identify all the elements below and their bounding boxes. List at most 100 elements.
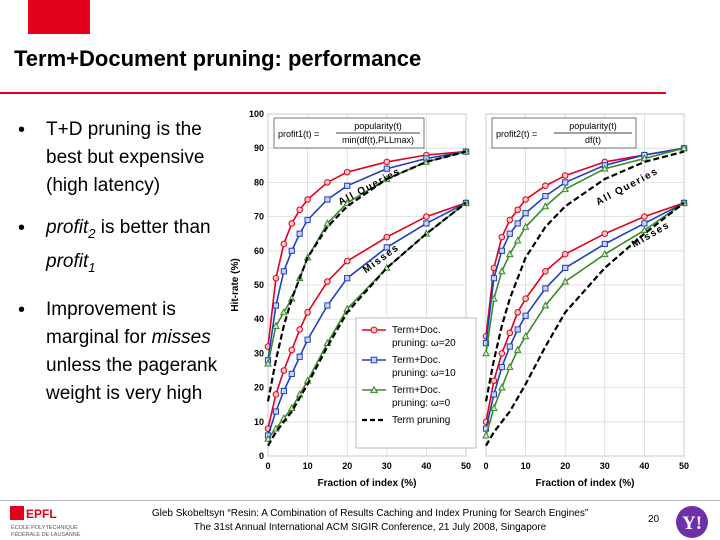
- data-point: [343, 257, 351, 265]
- data-point: [541, 202, 550, 210]
- data-point: [498, 383, 506, 391]
- x-tick-label: 10: [521, 461, 531, 471]
- formula-denominator: min(df(t),PLLmax): [342, 135, 414, 145]
- data-point: [521, 222, 530, 230]
- bullet-item: • T+D pruning is the best but expensive (…: [14, 116, 226, 200]
- bullet-item: • profit2 is better than profit1: [14, 214, 226, 282]
- data-point: [542, 182, 549, 190]
- yahoo-logo: Y!: [676, 506, 708, 538]
- data-point: [280, 268, 287, 275]
- data-point: [601, 240, 608, 248]
- x-tick-label: 30: [600, 461, 610, 471]
- bullet-text: T+D pruning is the best but expensive (h…: [46, 119, 205, 196]
- bullet-text: is better than: [95, 217, 211, 238]
- data-point: [288, 346, 296, 354]
- y-tick-label: 50: [254, 280, 264, 290]
- epfl-logo-sub2: FÉDÉRALE DE LAUSANNE: [11, 531, 81, 538]
- footer-line-1: Gleb Skobeltsyn “Resin: A Combination of…: [151, 508, 589, 519]
- y-tick-label: 40: [254, 314, 264, 324]
- y-tick-label: 20: [254, 383, 264, 393]
- data-point: [514, 309, 521, 316]
- data-point: [324, 179, 331, 186]
- legend-label: Term+Doc.: [392, 355, 441, 366]
- x-tick-label: 20: [560, 461, 570, 471]
- data-point: [561, 250, 569, 258]
- data-point: [264, 434, 272, 442]
- bullet-dot: •: [18, 119, 26, 141]
- y-tick-label: 70: [254, 212, 264, 222]
- y-tick-label: 80: [254, 177, 264, 187]
- x-tick-label: 20: [342, 461, 352, 471]
- data-point: [561, 184, 570, 193]
- bullet-text: 2: [88, 225, 96, 241]
- epfl-logo-sub1: ÉCOLE POLYTECHNIQUE: [11, 524, 78, 531]
- data-point: [542, 268, 549, 275]
- data-point: [514, 220, 521, 227]
- data-point: [490, 294, 498, 302]
- data-point: [343, 198, 352, 206]
- y-tick-label: 90: [254, 143, 264, 153]
- x-tick-label: 50: [679, 461, 689, 471]
- data-point: [542, 285, 549, 292]
- legend-label: pruning: ω=0: [392, 398, 451, 409]
- data-point: [562, 179, 569, 186]
- x-tick-label: 40: [421, 461, 431, 471]
- data-point: [323, 219, 332, 227]
- y-axis-label: Hit-rate (%): [230, 258, 241, 311]
- yahoo-logo-text: Y!: [682, 513, 702, 534]
- x-tick-label: 10: [303, 461, 313, 471]
- y-tick-label: 60: [254, 246, 264, 256]
- footer-line-2: The 31st Annual International ACM SIGIR …: [193, 522, 547, 533]
- data-point: [498, 247, 505, 254]
- data-point: [506, 216, 514, 224]
- page-number: 20: [648, 514, 660, 525]
- data-point: [344, 275, 351, 282]
- data-point: [383, 244, 390, 251]
- data-point: [296, 230, 303, 237]
- legend-label: Term pruning: [392, 415, 450, 426]
- data-point: [506, 230, 513, 237]
- data-point: [490, 391, 498, 398]
- data-point: [482, 349, 490, 357]
- formula-denominator: df(t): [585, 135, 601, 145]
- data-point: [324, 278, 331, 285]
- data-point: [304, 336, 311, 343]
- data-point: [505, 362, 514, 370]
- data-point: [304, 196, 311, 203]
- data-point: [288, 370, 295, 378]
- data-point: [522, 196, 529, 203]
- data-point: [506, 343, 513, 350]
- legend-marker: [370, 356, 378, 364]
- header-accent-block: [28, 0, 90, 34]
- legend-box: [355, 317, 477, 449]
- bullet-text: unless the pagerank weight is very high: [46, 354, 218, 404]
- data-point: [272, 302, 280, 309]
- series-line: [484, 150, 685, 402]
- data-point: [498, 233, 506, 241]
- x-axis-label: Fraction of index (%): [536, 478, 635, 489]
- data-point: [344, 182, 351, 189]
- data-point: [296, 353, 303, 360]
- data-point: [280, 240, 288, 248]
- legend-label: Term+Doc.: [392, 385, 441, 396]
- data-point: [383, 158, 391, 166]
- slide-title: Term+Document pruning: performance: [14, 46, 422, 71]
- data-point: [482, 431, 490, 439]
- series-line: [266, 150, 467, 402]
- legend-label: pruning: ω=20: [392, 338, 456, 349]
- y-tick-label: 30: [254, 348, 264, 358]
- data-point: [640, 226, 649, 234]
- title-underline: [0, 92, 666, 94]
- data-point: [280, 387, 287, 395]
- data-point: [498, 267, 506, 275]
- data-point: [522, 210, 529, 217]
- formula-numerator: popularity(t): [569, 121, 617, 131]
- footer-divider: [0, 500, 720, 501]
- bullet-text: profit: [46, 250, 89, 272]
- data-point: [513, 345, 522, 353]
- y-tick-label: 100: [249, 109, 264, 119]
- data-point: [521, 332, 530, 340]
- data-point: [296, 326, 303, 333]
- data-point: [505, 249, 514, 258]
- data-point: [522, 295, 529, 302]
